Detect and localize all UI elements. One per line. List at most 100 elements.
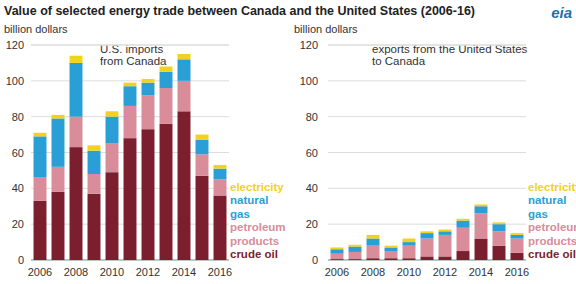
legend-label: products (230, 235, 279, 247)
bar-segment (142, 129, 155, 260)
bar-segment (349, 245, 362, 247)
bar-segment (385, 246, 398, 248)
bar-segment (457, 221, 470, 228)
bar-segment (88, 151, 101, 174)
chart-root: Value of selected energy trade between C… (0, 0, 576, 284)
grid-line (328, 80, 526, 81)
bar-segment (52, 115, 65, 119)
bar-segment (70, 63, 83, 117)
bar-segment (457, 251, 470, 260)
bar-segment (367, 239, 380, 246)
bar-segment (331, 249, 344, 253)
bar-segment (493, 231, 506, 245)
bar-segment (88, 174, 101, 194)
y-tick-label: 40 (12, 182, 24, 194)
bar-segment (367, 235, 380, 239)
x-tick-label: 2010 (397, 266, 421, 278)
legend-label: gas (230, 208, 250, 220)
bar-segment (349, 252, 362, 259)
grid-line (31, 45, 229, 46)
bar-segment (160, 67, 173, 72)
bar-segment (511, 233, 524, 235)
bar-segment (421, 256, 434, 260)
bar-segment (178, 54, 191, 59)
y-tick-label: 60 (306, 147, 318, 159)
grid-line (328, 188, 526, 189)
x-tick-label: 2014 (172, 266, 196, 278)
bar-segment (196, 140, 209, 154)
bar-segment (106, 172, 119, 260)
bar-segment (214, 196, 227, 261)
bars (34, 54, 227, 260)
y-tick-label: 0 (312, 254, 318, 266)
bar-segment (88, 145, 101, 150)
legend-label: natural (230, 194, 268, 206)
bar-segment (124, 83, 137, 87)
bar-segment (403, 258, 416, 260)
bar-segment (331, 247, 344, 249)
y-tick-label: 20 (306, 218, 318, 230)
bar-segment (106, 117, 119, 144)
bar-segment (403, 246, 416, 259)
bar-segment (475, 239, 488, 261)
bar-segment (367, 258, 380, 260)
bar-segment (385, 251, 398, 258)
legend-label: gas (528, 208, 548, 220)
bar-segment (70, 147, 83, 260)
x-tick-label: 2006 (28, 266, 52, 278)
y-tick-label: 100 (6, 75, 24, 87)
bar-segment (493, 222, 506, 224)
legend-label: petroleum (528, 221, 576, 233)
bar-segment (160, 124, 173, 260)
bar-segment (124, 106, 137, 138)
legend-label: electricity (230, 181, 284, 193)
x-tick-label: 2008 (64, 266, 88, 278)
grid-line (328, 152, 526, 153)
bar-segment (367, 246, 380, 259)
bar-segment (511, 239, 524, 253)
panel-title: to Canada (372, 55, 426, 67)
x-tick-label: 2016 (505, 266, 529, 278)
y-tick-label: 80 (306, 111, 318, 123)
bar-segment (511, 253, 524, 260)
grid-line (31, 80, 229, 81)
bar-segment (106, 111, 119, 116)
bar-segment (385, 258, 398, 260)
bar-segment (475, 206, 488, 213)
x-tick-label: 2012 (136, 266, 160, 278)
bar-segment (142, 79, 155, 83)
y-axis-label: billion dollars (294, 23, 358, 35)
y-tick-label: 80 (12, 111, 24, 123)
top-range (31, 45, 229, 46)
bar-segment (34, 133, 47, 137)
bar-segment (178, 111, 191, 260)
bar-segment (475, 204, 488, 206)
bar-segment (70, 117, 83, 147)
bar-segment (403, 239, 416, 243)
bar-segment (70, 56, 83, 63)
bar-segment (421, 239, 434, 257)
grid-line (328, 45, 526, 46)
y-tick-label: 20 (12, 218, 24, 230)
bar-segment (475, 213, 488, 238)
title: Value of selected energy trade between C… (4, 4, 475, 18)
bar-segment (34, 178, 47, 201)
panel-title: from Canada (100, 55, 167, 67)
bar-segment (421, 231, 434, 233)
x-tick-label: 2012 (433, 266, 457, 278)
y-tick-label: 100 (300, 75, 318, 87)
bar-segment (124, 86, 137, 106)
bar-segment (178, 81, 191, 111)
bar-segment (88, 194, 101, 260)
bar-segment (178, 59, 191, 80)
x-tick-label: 2010 (100, 266, 124, 278)
bar-segment (439, 230, 452, 232)
legend-label: crude oil (528, 248, 576, 260)
top-range (328, 45, 526, 46)
bar-segment (196, 135, 209, 140)
bar-segment (457, 219, 470, 221)
logo: eia (551, 4, 572, 21)
bar-segment (34, 201, 47, 260)
x-tick-label: 2014 (469, 266, 493, 278)
y-tick-label: 0 (18, 254, 24, 266)
